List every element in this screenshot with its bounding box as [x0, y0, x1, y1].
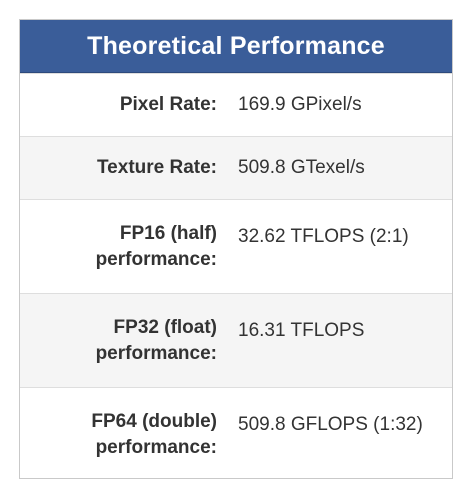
row-label: FP16 (half) performance:: [20, 221, 217, 273]
theoretical-performance-table: Theoretical Performance Pixel Rate: 169.…: [19, 19, 453, 479]
table-row-fp32: FP32 (float) performance: 16.31 TFLOPS: [20, 293, 452, 387]
row-label: Pixel Rate:: [119, 94, 217, 115]
row-label-line2: performance:: [95, 342, 217, 364]
row-label-line2: performance:: [95, 436, 217, 458]
row-label: Texture Rate:: [96, 157, 217, 178]
row-label-line1: FP32 (float): [113, 316, 217, 338]
row-label-line1: FP16 (half): [119, 222, 217, 244]
row-value: 169.9 GPixel/s: [238, 94, 362, 115]
row-value: 509.8 GFLOPS (1:32): [238, 414, 423, 435]
row-label-line1: FP64 (double): [91, 410, 217, 432]
row-label-line2: performance:: [95, 248, 217, 270]
table-title: Theoretical Performance: [87, 31, 385, 60]
row-value: 32.62 TFLOPS (2:1): [238, 226, 409, 247]
row-value: 16.31 TFLOPS: [238, 320, 365, 341]
row-label: FP32 (float) performance:: [20, 315, 217, 367]
table-row-fp16: FP16 (half) performance: 32.62 TFLOPS (2…: [20, 199, 452, 293]
row-value: 509.8 GTexel/s: [238, 157, 365, 178]
table-header: Theoretical Performance: [20, 20, 452, 73]
table-row-fp64: FP64 (double) performance: 509.8 GFLOPS …: [20, 387, 452, 478]
table-row-pixel-rate: Pixel Rate: 169.9 GPixel/s: [20, 73, 452, 136]
row-label: FP64 (double) performance:: [20, 409, 217, 461]
table-row-texture-rate: Texture Rate: 509.8 GTexel/s: [20, 136, 452, 199]
